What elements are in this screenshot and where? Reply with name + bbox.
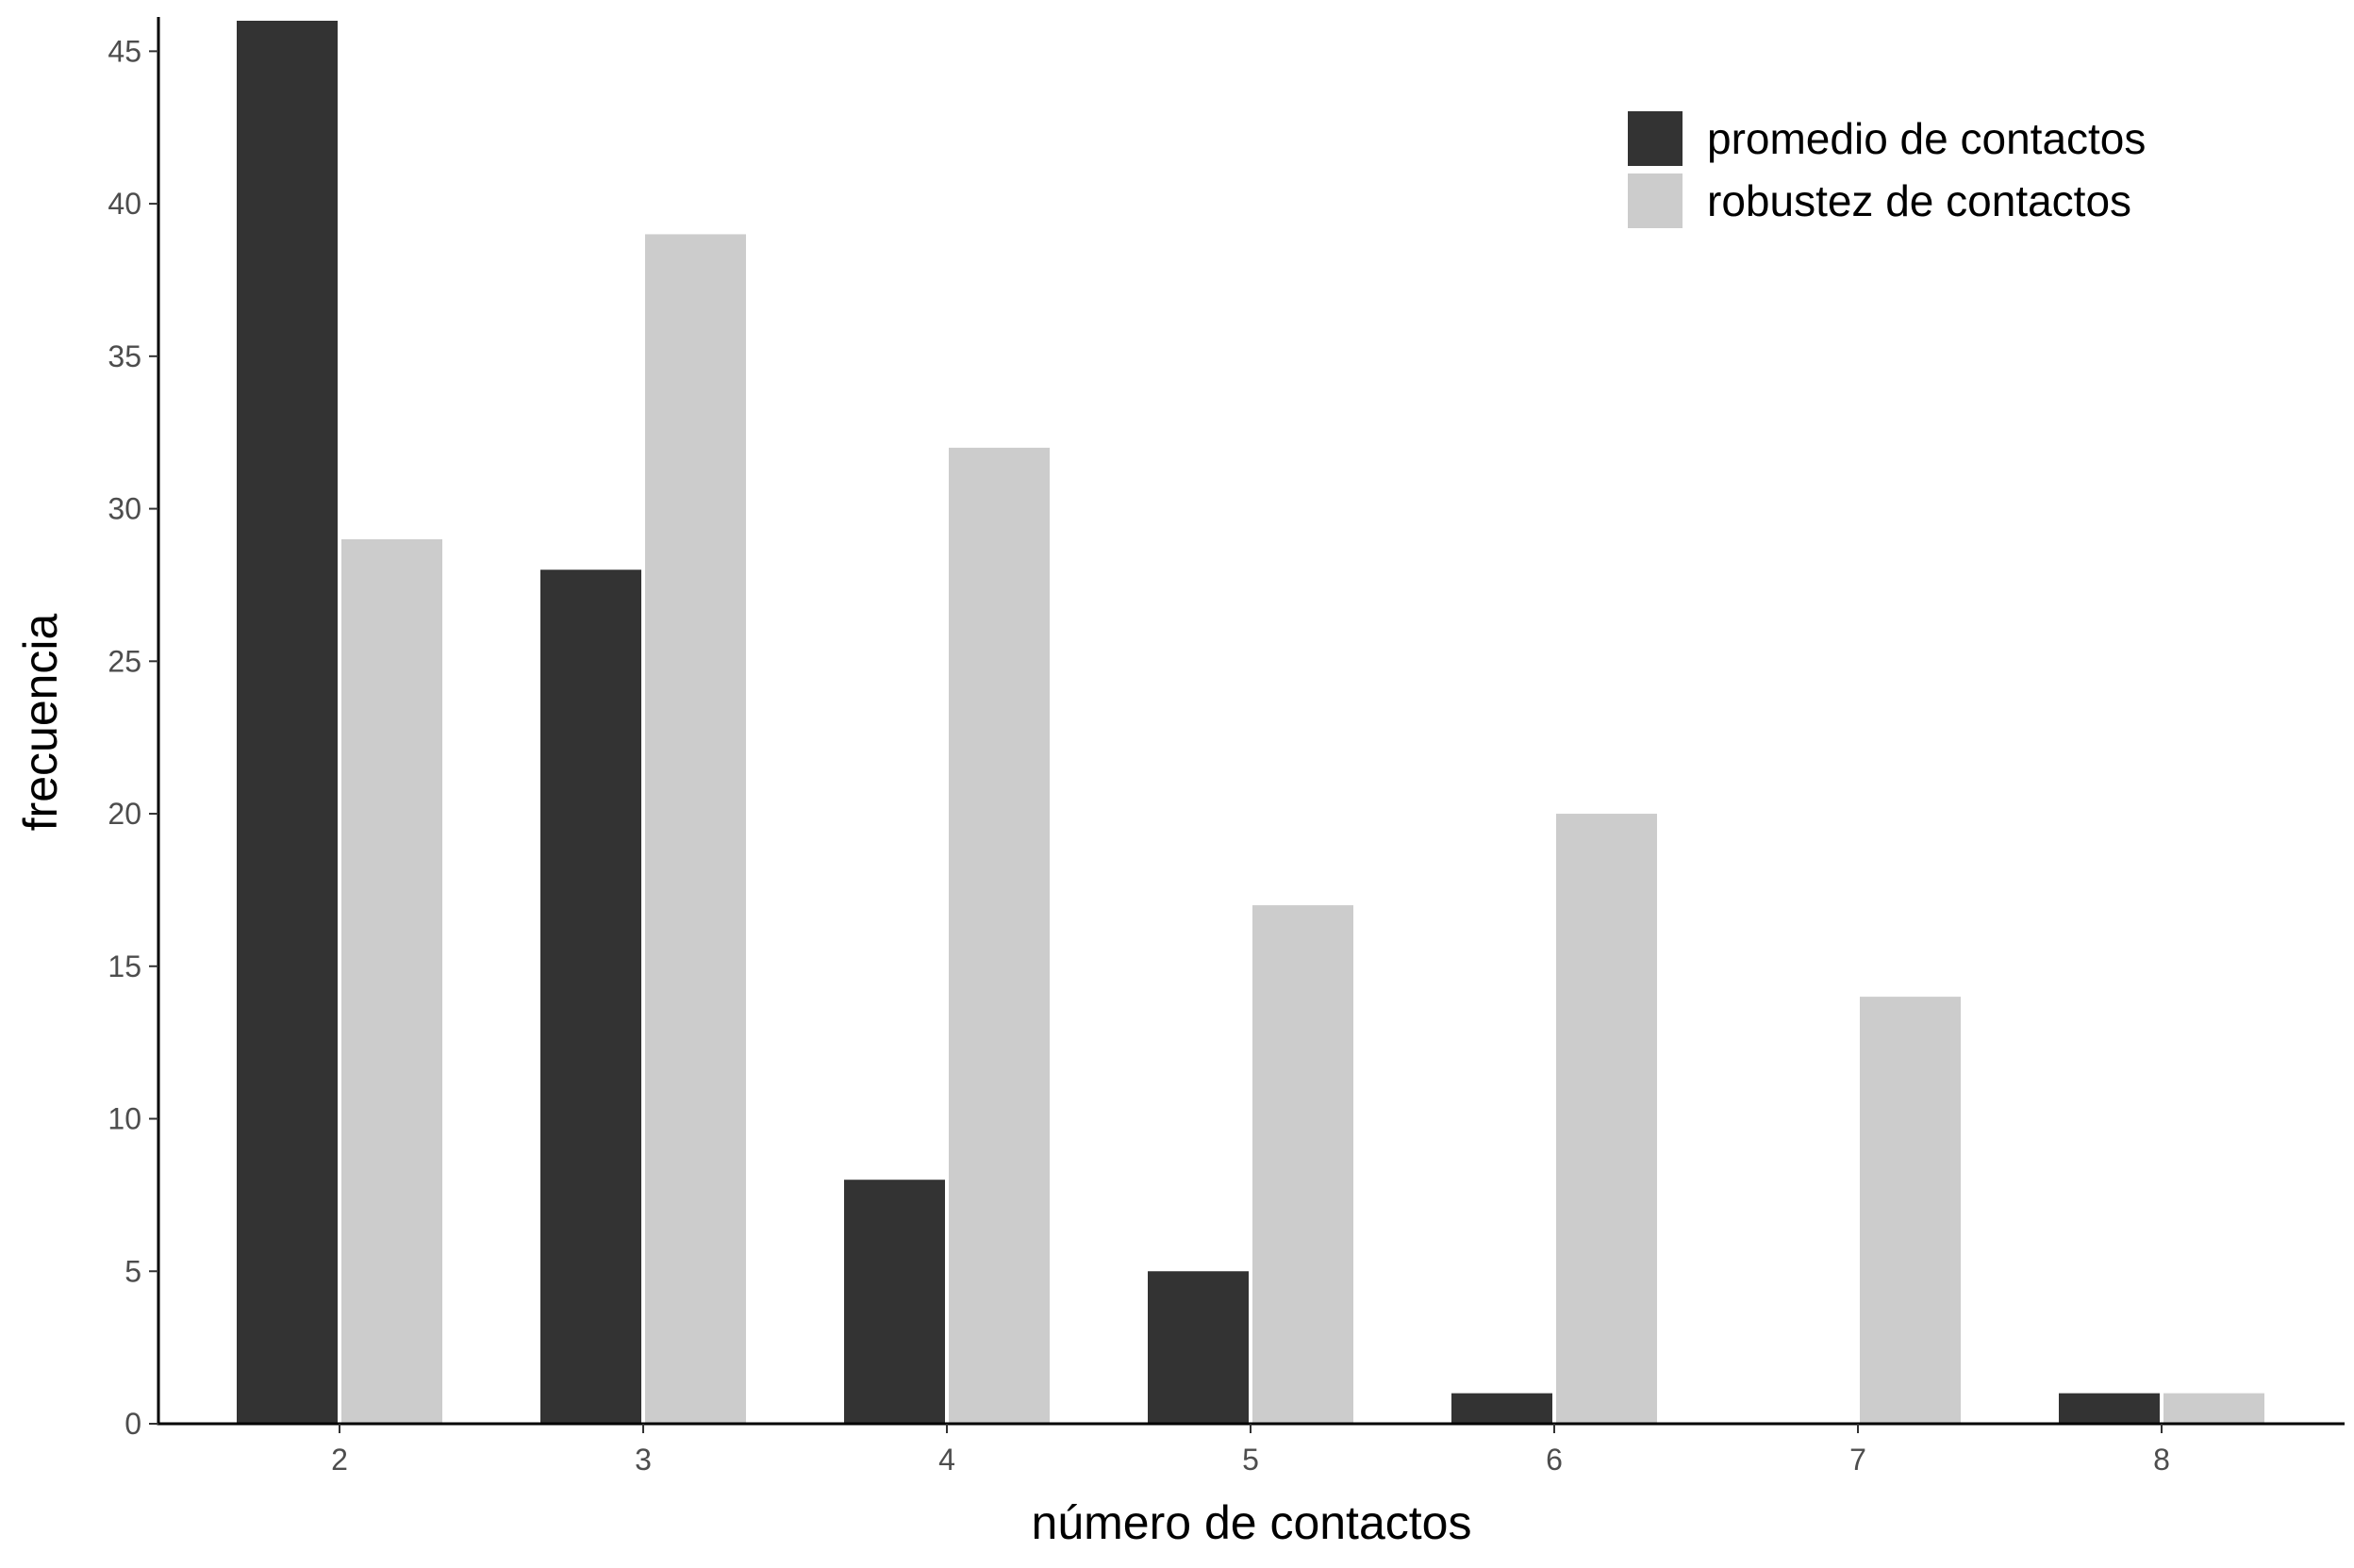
y-axis-ticks: 0 5 10 15 20 25 30 35 40 45 — [108, 34, 158, 1441]
x-tick-label: 6 — [1546, 1443, 1563, 1477]
legend-key-1 — [1628, 111, 1683, 166]
bars-layer — [237, 21, 2264, 1424]
y-axis-title: frecuencia — [14, 613, 67, 831]
x-tick-label: 5 — [1242, 1443, 1259, 1477]
bar-series-2-cat-6 — [1556, 814, 1657, 1424]
bar-series-2-cat-8 — [2163, 1393, 2264, 1424]
x-axis-title: número de contactos — [1032, 1496, 1472, 1549]
bar-series-2-cat-4 — [949, 447, 1050, 1424]
bar-series-2-cat-7 — [1860, 997, 1961, 1424]
legend-label-1: promedio de contactos — [1707, 114, 2146, 163]
bar-series-1-cat-8 — [2059, 1393, 2160, 1424]
bar-series-1-cat-4 — [844, 1180, 945, 1424]
y-tick-label: 25 — [108, 644, 141, 678]
bar-series-2-cat-3 — [645, 234, 746, 1424]
bar-series-1-cat-5 — [1148, 1271, 1249, 1424]
y-tick-label: 45 — [108, 34, 141, 68]
legend-key-2 — [1628, 173, 1683, 228]
y-tick-label: 40 — [108, 187, 141, 221]
bar-series-2-cat-5 — [1252, 905, 1353, 1424]
bar-series-2-cat-2 — [341, 538, 442, 1424]
x-tick-label: 7 — [1849, 1443, 1866, 1477]
legend: promedio de contactos robustez de contact… — [1628, 111, 2146, 228]
bar-series-1-cat-2 — [237, 21, 338, 1424]
y-tick-label: 15 — [108, 949, 141, 983]
y-tick-label: 20 — [108, 797, 141, 831]
bar-series-1-cat-3 — [540, 569, 641, 1424]
legend-label-2: robustez de contactos — [1707, 176, 2131, 225]
x-tick-label: 4 — [938, 1443, 955, 1477]
y-tick-label: 0 — [124, 1407, 141, 1441]
y-tick-label: 5 — [124, 1254, 141, 1288]
x-tick-label: 3 — [635, 1443, 652, 1477]
x-tick-label: 8 — [2153, 1443, 2170, 1477]
y-tick-label: 35 — [108, 339, 141, 373]
x-tick-label: 2 — [331, 1443, 348, 1477]
y-tick-label: 30 — [108, 492, 141, 526]
y-tick-label: 10 — [108, 1102, 141, 1136]
x-axis-ticks: 2 3 4 5 6 7 8 — [331, 1424, 2170, 1477]
bar-series-1-cat-6 — [1451, 1393, 1552, 1424]
